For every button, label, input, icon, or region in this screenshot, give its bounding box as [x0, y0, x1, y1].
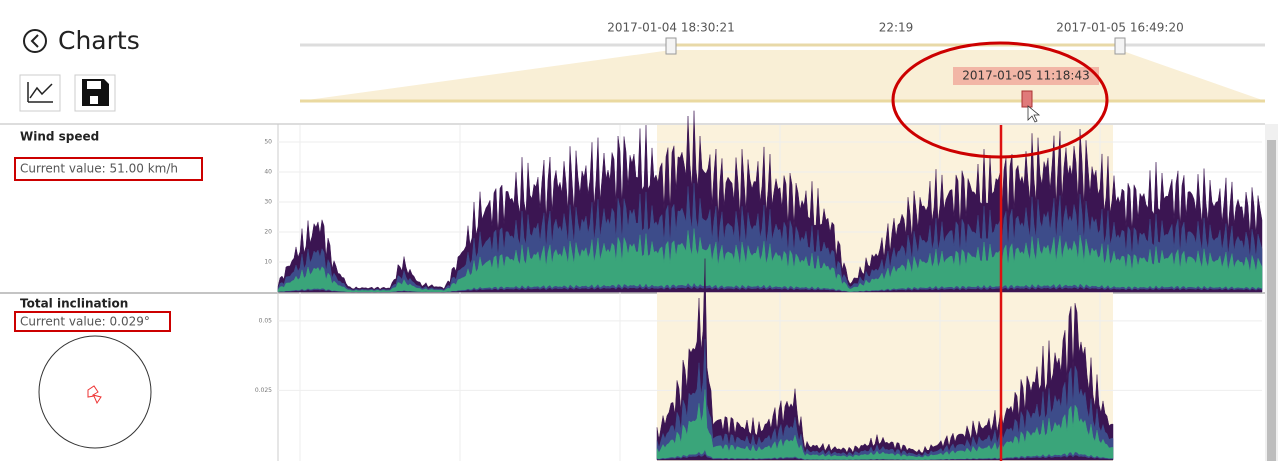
density-plots — [277, 110, 1263, 461]
chart-icon — [27, 82, 53, 103]
y-tick-label: 20 — [264, 229, 272, 236]
y-tick-label: 10 — [264, 259, 272, 266]
highlight-box — [14, 311, 171, 332]
range-end-label: 2017-01-05 16:49:20 — [1056, 21, 1183, 35]
density-layer — [656, 389, 1114, 460]
page-title: Charts — [58, 26, 140, 55]
panel-title: Total inclination — [20, 297, 128, 311]
save-icon-slot — [87, 81, 101, 89]
polar-trace — [87, 385, 102, 405]
cursor-label-bg — [953, 67, 1099, 85]
cursor-handle[interactable] — [1021, 90, 1033, 108]
polar-plot — [38, 335, 152, 449]
current-value: Current value: 0.029° — [20, 315, 150, 329]
annotation-ellipse — [891, 41, 1109, 159]
cursor-label: 2017-01-05 11:18:43 — [962, 69, 1089, 83]
range-start-label: 2017-01-04 18:30:21 — [607, 21, 734, 35]
panel-title: Wind speed — [20, 130, 99, 144]
scrollbar-thumb[interactable] — [1267, 140, 1276, 461]
chart-button[interactable] — [19, 74, 61, 112]
highlight-box — [14, 157, 203, 181]
density-layer — [277, 228, 1263, 293]
y-tick-label: 30 — [264, 199, 272, 206]
zoom-region — [300, 50, 1265, 101]
back-button[interactable] — [23, 29, 47, 53]
y-tick-label: 0.05 — [259, 317, 273, 324]
save-icon-label — [90, 96, 98, 104]
y-tick-label: 0.025 — [255, 387, 272, 394]
mouse-pointer — [1027, 105, 1041, 123]
y-tick-label: 50 — [264, 139, 272, 146]
back-arrow — [30, 34, 39, 48]
range-end-handle[interactable] — [1114, 37, 1126, 55]
current-value: Current value: 51.00 km/h — [20, 162, 178, 176]
y-tick-label: 40 — [264, 169, 272, 176]
range-span-label: 22:19 — [879, 21, 914, 35]
range-start-handle[interactable] — [665, 37, 677, 55]
